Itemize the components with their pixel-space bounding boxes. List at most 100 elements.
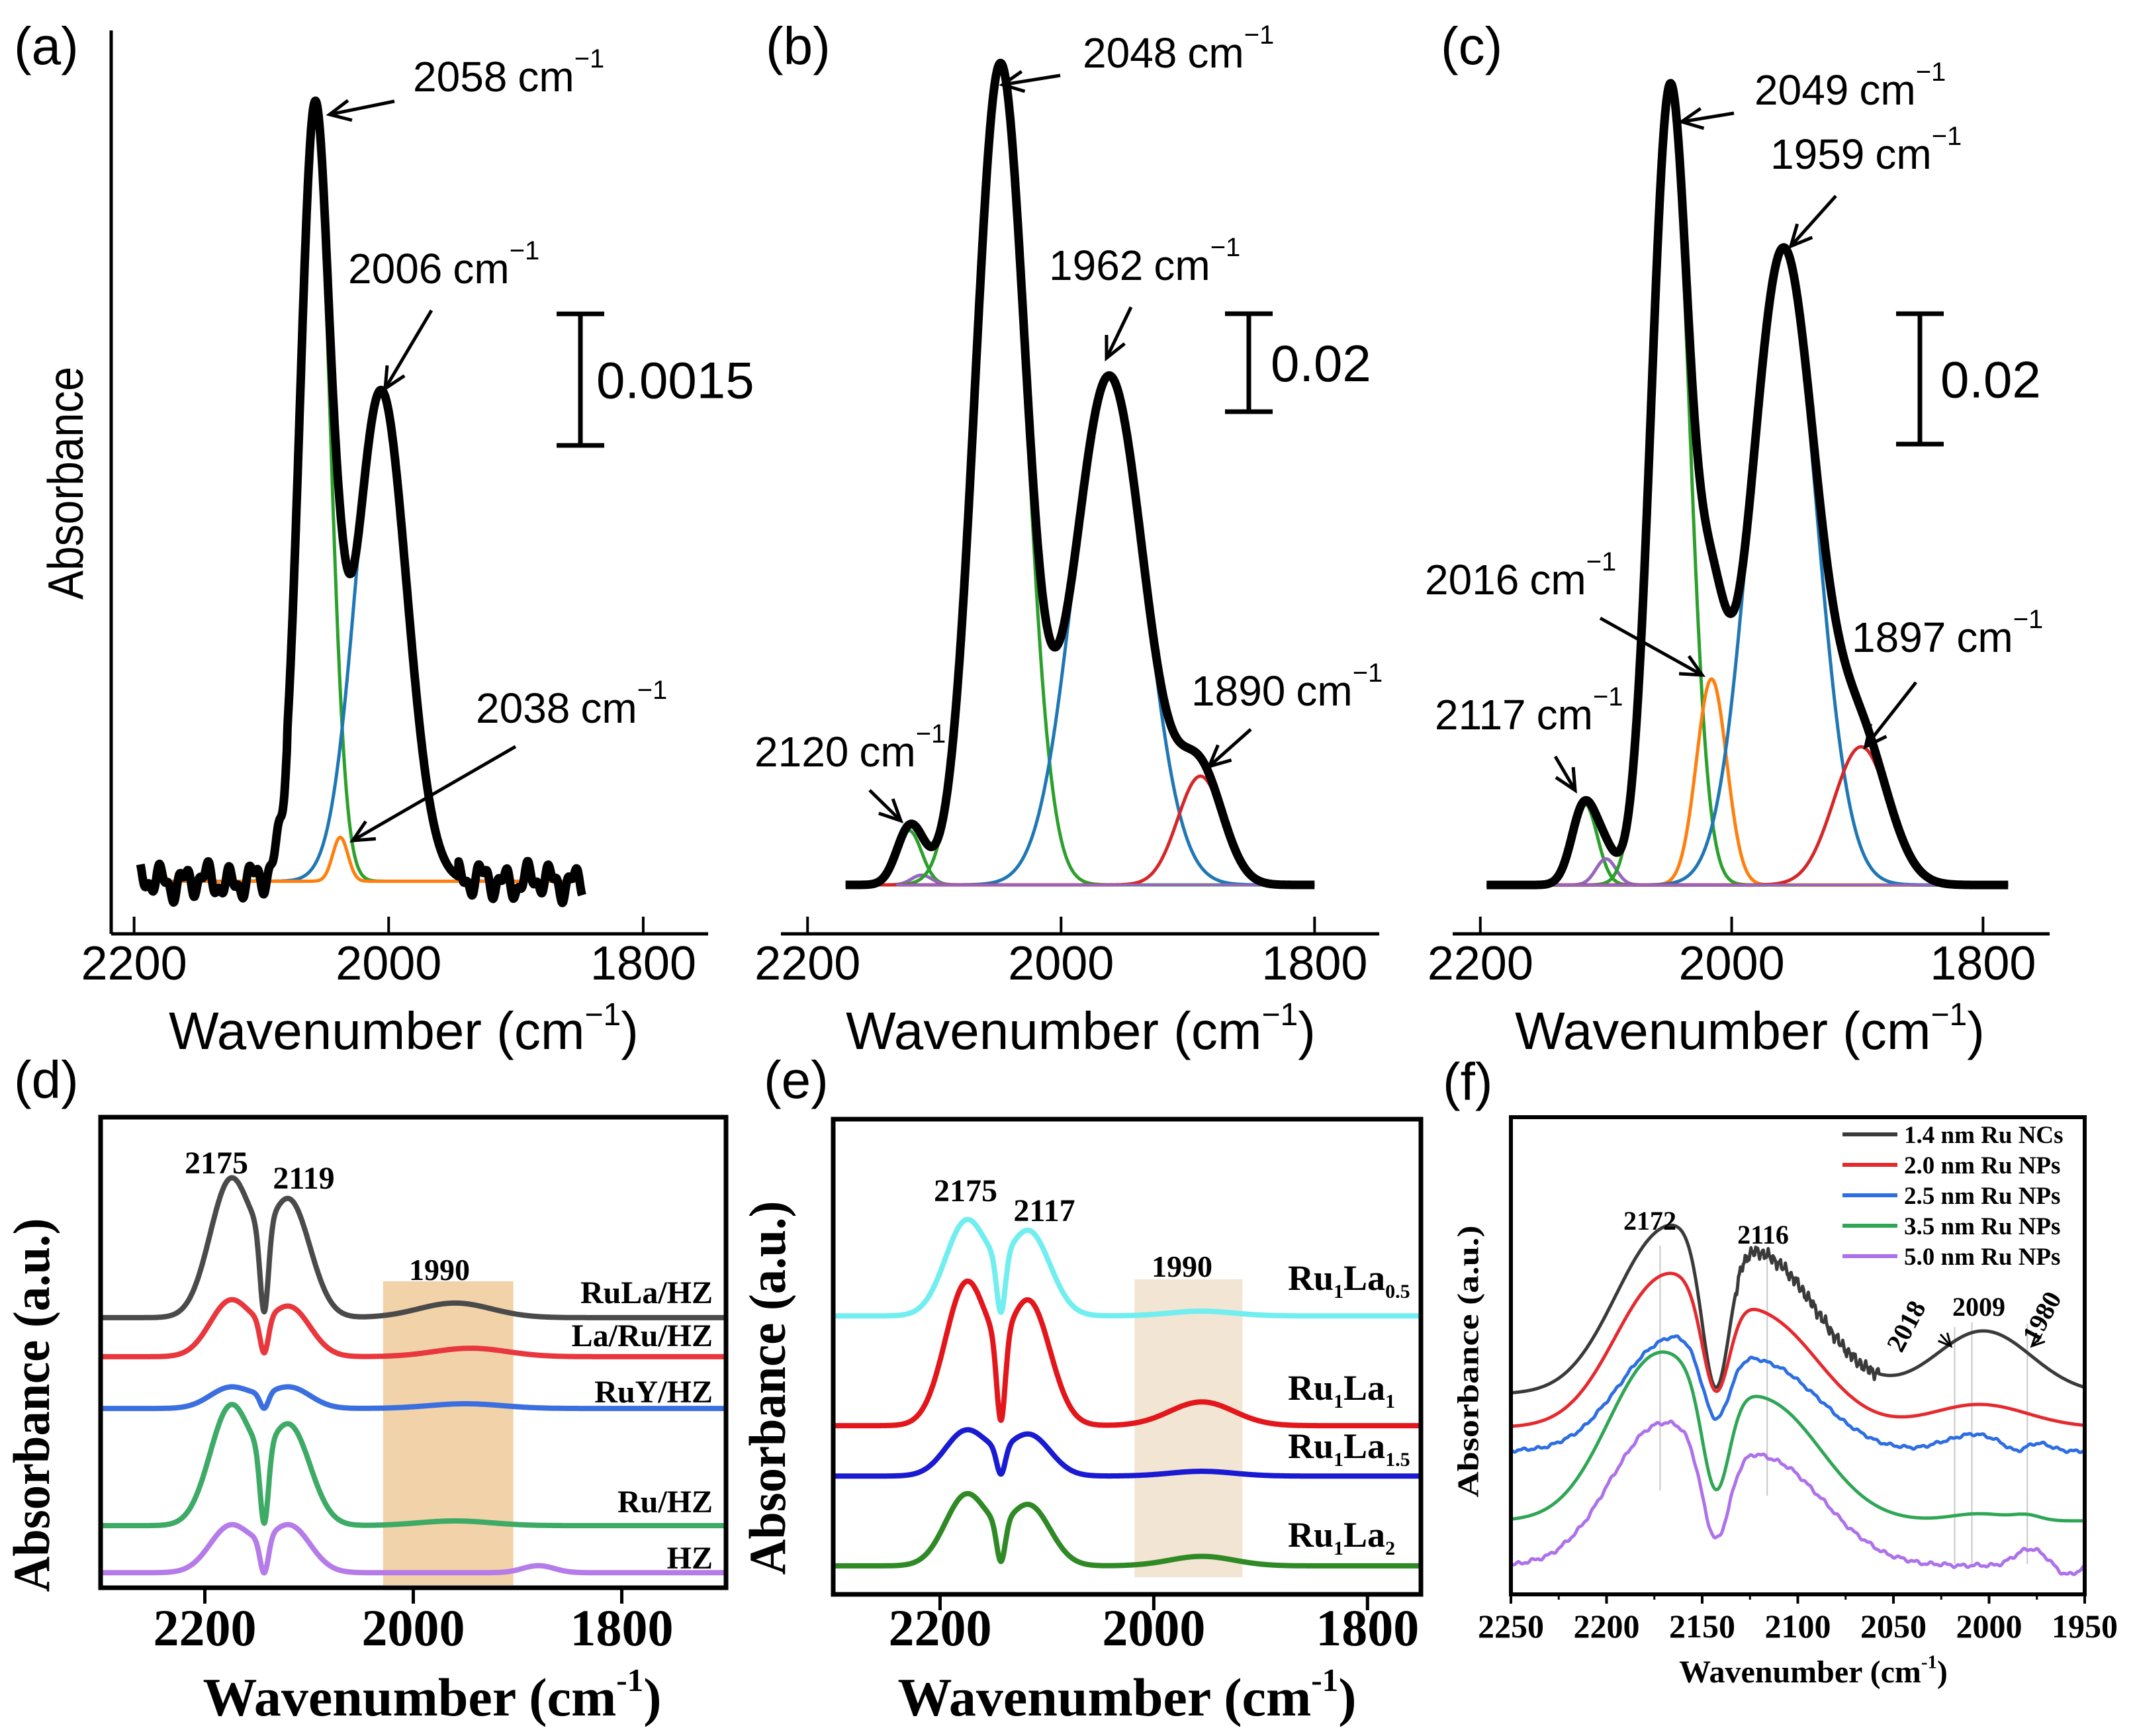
panel-label: (d) xyxy=(14,1050,79,1109)
x-axis-title-sup: −1 xyxy=(1261,997,1298,1032)
x-axis-title-sup: -1 xyxy=(616,1662,643,1698)
series-line-1 xyxy=(1510,1271,2086,1428)
arrowhead-icon xyxy=(383,365,406,392)
x-tick-label: 2200 xyxy=(1574,1608,1640,1645)
x-axis-title-close: ) xyxy=(1338,1667,1356,1727)
peak-arrow xyxy=(383,309,433,390)
peak-arrow xyxy=(329,99,395,116)
x-axis-title-sup: −1 xyxy=(1931,997,1967,1032)
x-tick-label: 2250 xyxy=(1478,1608,1544,1645)
peak-label: 2009 xyxy=(1952,1292,2005,1322)
arrowhead-icon xyxy=(349,820,377,843)
panel-label: (c) xyxy=(1441,17,1502,75)
x-axis-title: Wavenumber (cm-1) xyxy=(1679,1651,1948,1690)
legend-label: 3.5 nm Ru NPs xyxy=(1904,1213,2060,1240)
fit-component-2048 xyxy=(844,66,1316,887)
x-axis-title-close: ) xyxy=(1298,1001,1316,1060)
measured-spectrum xyxy=(842,58,1318,890)
series-label: Ru1La1.5 xyxy=(1288,1426,1410,1471)
x-tick-label: 1800 xyxy=(590,937,696,990)
series-label: Ru/HZ xyxy=(617,1485,713,1520)
x-axis-title-text: Wavenumber (cm xyxy=(846,1001,1261,1060)
peak-label: 2175 xyxy=(185,1146,248,1181)
peak-label: 2018 xyxy=(1880,1296,1931,1357)
x-tick-label: 2000 xyxy=(1008,937,1114,990)
scale-bar-label: 0.02 xyxy=(1271,334,1371,392)
x-axis-title-sup: -1 xyxy=(1921,1651,1937,1672)
x-tick-label: 2200 xyxy=(1428,937,1533,990)
legend-label: 1.4 nm Ru NCs xyxy=(1904,1122,2064,1149)
panel-label: (b) xyxy=(766,17,831,75)
x-axis-title-sup: −1 xyxy=(584,997,621,1032)
peak-annotation: 1897 cm−1 xyxy=(1852,605,2043,661)
x-axis-title: Wavenumber (cm-1) xyxy=(203,1662,661,1727)
x-tick-label: 1800 xyxy=(1316,1599,1419,1657)
peak-annotation: 1962 cm−1 xyxy=(1049,233,1240,289)
x-tick-label: 2200 xyxy=(154,1599,257,1657)
measured-spectrum xyxy=(1482,79,2012,890)
series-line-2 xyxy=(1510,1334,2086,1454)
y-axis-title: Absorbance (a.u.) xyxy=(739,1201,796,1575)
peak-annotation: 2120 cm−1 xyxy=(754,719,946,776)
peak-arrow xyxy=(1002,73,1061,87)
peak-annotation: 2016 cm−1 xyxy=(1425,547,1616,604)
series-label: Ru1La0.5 xyxy=(1288,1258,1410,1302)
panel-label: (e) xyxy=(764,1050,829,1109)
peak-arrow xyxy=(351,745,517,843)
x-tick-label: 2000 xyxy=(1956,1608,2022,1645)
arrowhead-icon xyxy=(1678,655,1706,677)
x-tick-label: 1800 xyxy=(1261,937,1367,990)
scale-bar-label: 0.0015 xyxy=(596,351,754,410)
arrowhead-icon xyxy=(1938,1332,1953,1348)
series-line-1 xyxy=(98,1297,729,1359)
y-axis-title: Absorbance (a.u.) xyxy=(1451,1226,1485,1498)
peak-arrow xyxy=(868,789,902,822)
peak-annotation: 1890 cm−1 xyxy=(1191,659,1383,715)
arrowhead-icon xyxy=(1555,766,1577,794)
peak-arrow xyxy=(1553,755,1577,792)
arrowhead-icon xyxy=(878,798,904,824)
x-axis-title-text: Wavenumber (cm xyxy=(203,1667,616,1727)
highlight-region xyxy=(1134,1279,1243,1577)
peak-annotation: 2049 cm−1 xyxy=(1754,58,1946,114)
x-axis-title-text: Wavenumber (cm xyxy=(1515,1001,1931,1060)
peak-arrow xyxy=(1208,728,1252,768)
peak-label: 2119 xyxy=(273,1161,334,1196)
y-axis-title: Absorbance (a.u.) xyxy=(3,1218,60,1592)
x-tick-label: 2200 xyxy=(888,1599,991,1657)
series-line-2 xyxy=(98,1384,729,1412)
arrowhead-icon xyxy=(1788,223,1813,250)
x-tick-label: 2200 xyxy=(81,937,187,990)
series-line-0 xyxy=(831,1216,1424,1319)
series-line-3 xyxy=(98,1402,729,1529)
peak-annotation: 2006 cm−1 xyxy=(348,236,539,293)
x-tick-label: 2000 xyxy=(362,1599,465,1657)
legend-label: 2.5 nm Ru NPs xyxy=(1904,1183,2060,1210)
highlight-region xyxy=(383,1281,514,1585)
x-axis-title-close: ) xyxy=(1967,1001,1985,1060)
arrowhead-icon xyxy=(1678,107,1705,130)
x-tick-label: 2050 xyxy=(1860,1608,1927,1645)
series-line-1 xyxy=(831,1278,1424,1429)
x-tick-label: 1950 xyxy=(2052,1608,2118,1645)
peak-arrow xyxy=(1939,1334,1952,1347)
panel-label: (f) xyxy=(1443,1052,1493,1111)
x-tick-label: 2200 xyxy=(754,937,860,990)
peak-arrow xyxy=(1105,306,1133,359)
series-line-3 xyxy=(831,1490,1424,1569)
scale-bar-label: 0.02 xyxy=(1940,351,2041,409)
peak-label: 2175 xyxy=(934,1173,997,1209)
x-axis-title-close: ) xyxy=(643,1667,661,1727)
x-tick-label: 2000 xyxy=(336,937,441,990)
arrowhead-icon xyxy=(326,99,353,122)
x-tick-label: 2100 xyxy=(1765,1608,1831,1645)
peak-label: 1980 xyxy=(2016,1287,2067,1348)
panel-label: (a) xyxy=(14,17,79,75)
series-line-4 xyxy=(1510,1419,2086,1576)
arrowhead-icon xyxy=(2030,1332,2046,1348)
